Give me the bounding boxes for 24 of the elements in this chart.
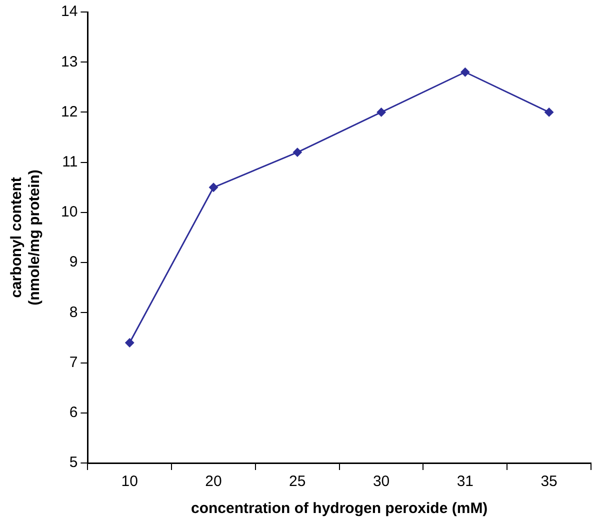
x-tick-label: 31 [456, 473, 474, 490]
x-tick-label: 25 [289, 473, 306, 490]
y-tick-label: 13 [60, 53, 78, 70]
y-tick-label: 10 [60, 204, 78, 221]
y-axis-title: carbonyl content (nmole/mg protein) [8, 170, 44, 306]
point [460, 68, 470, 77]
y-tick-label: 9 [69, 254, 78, 271]
x-tick-label: 10 [121, 473, 138, 490]
x-tick-label: 30 [372, 473, 390, 490]
y-tick-label: 8 [69, 304, 78, 321]
y-tick-label: 5 [69, 454, 78, 472]
point [125, 338, 134, 348]
point [376, 108, 386, 117]
point [292, 148, 302, 157]
y-tick-label: 12 [60, 103, 78, 120]
x-tick-label: 20 [205, 473, 222, 490]
x-tick-label: 35 [540, 473, 558, 490]
y-tick-label: 6 [69, 404, 78, 422]
x-axis-title: concentration of hydrogen peroxide (mM) [191, 500, 488, 518]
y-tick-label: 7 [69, 354, 78, 371]
point [209, 182, 218, 192]
point [544, 108, 554, 117]
y-tick-label: 11 [62, 153, 78, 170]
y-tick-label: 14 [60, 3, 78, 20]
